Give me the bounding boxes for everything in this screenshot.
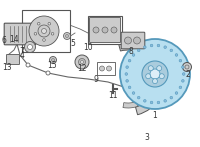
Circle shape [78, 59, 86, 66]
Text: 4: 4 [20, 51, 24, 60]
Circle shape [150, 44, 153, 47]
Circle shape [93, 27, 99, 33]
Circle shape [132, 54, 135, 56]
Circle shape [153, 79, 158, 84]
FancyBboxPatch shape [4, 23, 36, 45]
Circle shape [81, 61, 84, 64]
Circle shape [128, 59, 131, 62]
Circle shape [182, 66, 184, 69]
Circle shape [157, 101, 160, 104]
Text: 10: 10 [83, 42, 93, 51]
Circle shape [132, 92, 135, 94]
Circle shape [157, 44, 160, 47]
Circle shape [111, 27, 117, 33]
Circle shape [128, 86, 131, 89]
Circle shape [175, 92, 178, 94]
Text: 7: 7 [20, 46, 24, 56]
Bar [97, 62, 115, 75]
Text: 9: 9 [94, 75, 98, 83]
Circle shape [75, 55, 89, 69]
Circle shape [148, 66, 153, 71]
Text: 1: 1 [153, 111, 157, 120]
Text: 3: 3 [145, 132, 149, 142]
Circle shape [48, 22, 51, 25]
Circle shape [134, 37, 140, 44]
Circle shape [102, 27, 108, 33]
FancyBboxPatch shape [7, 55, 20, 65]
Circle shape [182, 80, 184, 82]
Circle shape [29, 16, 59, 46]
Circle shape [144, 46, 146, 49]
Bar [22, 10, 70, 52]
Circle shape [43, 39, 45, 41]
Circle shape [144, 100, 146, 102]
Circle shape [137, 49, 140, 52]
Circle shape [150, 101, 153, 104]
Text: 15: 15 [47, 61, 57, 70]
Circle shape [164, 100, 166, 102]
Circle shape [182, 73, 185, 75]
Text: 5: 5 [71, 39, 75, 47]
Circle shape [42, 29, 47, 34]
Circle shape [107, 66, 112, 71]
Circle shape [175, 54, 178, 56]
FancyBboxPatch shape [90, 17, 120, 42]
Circle shape [164, 46, 166, 49]
Text: 2: 2 [186, 70, 190, 78]
Circle shape [126, 66, 128, 69]
Wedge shape [118, 42, 165, 115]
Text: 13: 13 [2, 62, 12, 71]
Circle shape [124, 37, 132, 44]
Wedge shape [123, 102, 138, 108]
Circle shape [100, 66, 105, 71]
Text: 11: 11 [108, 91, 118, 100]
Circle shape [126, 80, 128, 82]
Circle shape [52, 59, 55, 61]
Circle shape [66, 35, 69, 37]
Circle shape [64, 32, 71, 40]
Circle shape [157, 66, 162, 71]
Circle shape [146, 74, 151, 79]
Circle shape [159, 74, 164, 79]
Circle shape [137, 96, 140, 99]
Circle shape [120, 39, 190, 109]
Circle shape [26, 63, 30, 67]
Circle shape [50, 56, 57, 64]
Circle shape [28, 45, 33, 50]
Text: 8: 8 [129, 46, 133, 56]
Text: 12: 12 [77, 64, 87, 72]
Circle shape [25, 41, 36, 52]
Circle shape [179, 59, 182, 62]
Circle shape [125, 73, 128, 75]
Circle shape [170, 96, 173, 99]
Circle shape [34, 32, 37, 35]
Circle shape [38, 25, 50, 37]
FancyBboxPatch shape [121, 32, 145, 49]
Circle shape [142, 61, 168, 87]
Circle shape [179, 86, 182, 89]
Circle shape [185, 65, 189, 69]
Circle shape [46, 71, 50, 75]
Bar [88, 16, 122, 44]
Text: 6: 6 [2, 35, 6, 45]
Text: 14: 14 [9, 35, 19, 44]
Circle shape [51, 32, 54, 35]
Circle shape [182, 62, 192, 71]
Circle shape [150, 69, 160, 79]
Circle shape [170, 49, 173, 52]
Circle shape [37, 22, 40, 25]
